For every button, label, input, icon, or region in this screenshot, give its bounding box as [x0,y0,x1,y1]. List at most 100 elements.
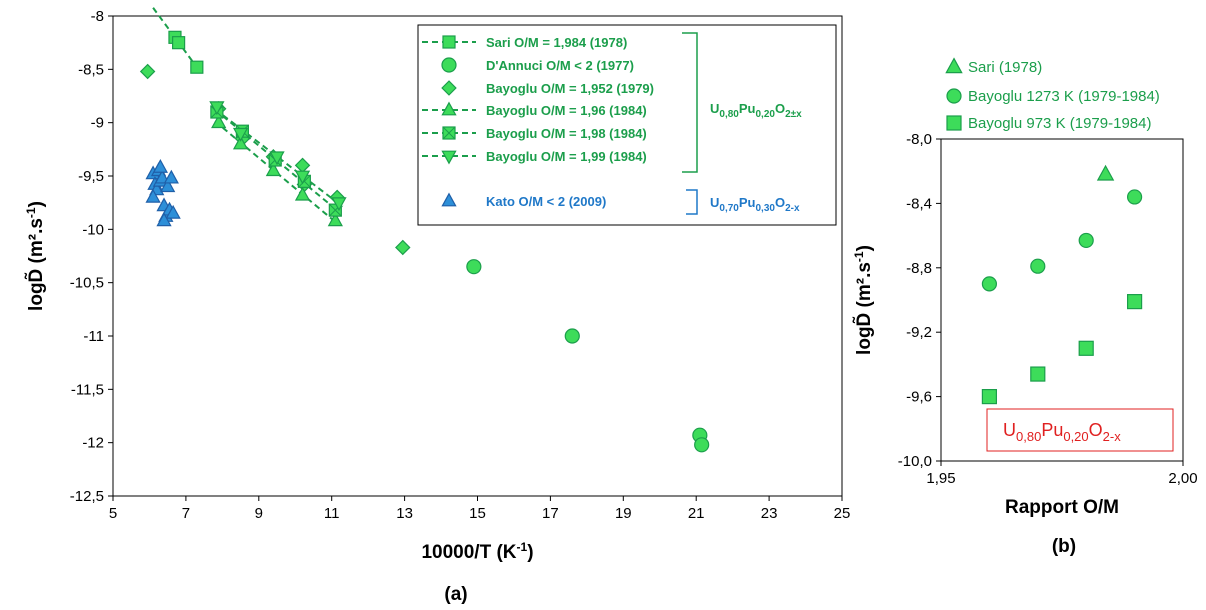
data-marks-b [981,164,1143,405]
y-tick-label-a: -12 [82,435,104,452]
legend-label-4: Bayoglu O/M = 1,98 (1984) [486,126,647,141]
legend-label-0: Sari O/M = 1,984 (1978) [486,35,627,50]
point-series-5 [269,151,285,166]
point-b-series-2 [981,389,998,405]
x-tick-label-b: 1,95 [926,470,955,487]
x-tick-label-a: 9 [255,505,263,522]
legend-b-marker-2 [946,115,962,131]
point-b-series-2 [1030,366,1046,382]
y-tick-label-a: -9,5 [78,168,104,185]
point-series-3 [232,135,249,150]
x-tick-label-a: 11 [324,505,340,522]
y-tick-label-a: -9 [91,115,104,132]
point-b-series-1 [981,276,998,292]
point-series-1 [466,259,482,275]
legend-label-2: Bayoglu O/M = 1,952 (1979) [486,81,654,96]
legend-b-label-1: Bayoglu 1273 K (1979-1984) [968,88,1160,105]
point-series-6 [152,159,168,173]
y-tick-label-b: -8,4 [906,195,932,212]
legend-label-5: Bayoglu O/M = 1,99 (1984) [486,149,647,164]
point-series-6 [145,188,161,203]
point-series-0 [190,60,204,74]
y-tick-label-b: -10,0 [898,453,932,470]
point-b-series-1 [1078,232,1094,249]
y-tick-label-b: -8,8 [906,260,932,277]
point-series-3 [327,212,343,227]
x-axis-label-b: Rapport O/M [1005,497,1119,518]
legend-b-marker-1 [946,88,962,104]
point-series-5 [331,197,347,212]
legend-label-1: D'Annuci O/M < 2 (1977) [486,58,634,73]
legend-marker-1 [441,57,457,73]
x-tick-label-a: 19 [615,505,632,522]
y-tick-label-b: -9,2 [906,324,932,341]
legend-marker-4-cross [442,126,456,140]
legend-items-a: Sari O/M = 1,984 (1978) D'Annuci O/M < 2 … [422,35,654,209]
point-series-1 [564,328,580,344]
x-tick-label-a: 13 [396,505,413,522]
y-axis-label-a: logD̃ (m².s-1) [24,201,47,311]
data-marks-a [139,30,710,453]
axis-ticks-a: 5 7 9 11 13 15 17 19 21 23 25 -8 -8,5 -9 -9,5 -10 -10,5 -… [70,8,851,522]
legend-b: Sari (1978) Bayoglu 1273 K (1979-1984) Bay… [945,57,1160,132]
bracket-green [682,32,698,173]
legend-marker-0 [442,35,456,49]
composition-label-blue: U0,70Pu0,30O2-x [710,195,800,214]
composition-box [986,408,1174,452]
point-series-2 [395,239,411,256]
y-tick-label-a: -10 [82,221,104,238]
legend-box-a [417,24,837,226]
point-series-1 [694,437,710,453]
legend-label-3: Bayoglu O/M = 1,96 (1984) [486,103,647,118]
legend-a: Sari O/M = 1,984 (1978) D'Annuci O/M < 2 … [417,24,837,226]
x-tick-label-a: 21 [688,505,705,522]
chart-b: 1,95 2,00 -8,0 -8,4 -8,8 -9,2 -9,6 -10,0 Sari (… [852,57,1198,557]
x-axis-label-a: 10000/T (K-1) [421,540,533,563]
axis-ticks-b: 1,95 2,00 -8,0 -8,4 -8,8 -9,2 -9,6 -10,0 [898,131,1198,487]
point-b-series-2 [1078,340,1094,356]
point-series-6 [154,169,170,184]
composition-label-red: U0,80Pu0,20O2-x [1003,420,1121,444]
point-series-6 [163,169,179,184]
point-series-6 [160,178,176,193]
x-tick-label-a: 23 [761,505,778,522]
legend-marker-5 [441,150,457,165]
legend-marker-6 [441,192,457,207]
point-series-3 [211,114,227,129]
point-series-6 [156,212,172,227]
fit-line-series-0 [152,7,198,68]
legend-label-6: Kato O/M < 2 (2009) [486,194,606,209]
point-series-0 [172,36,186,50]
point-series-2 [294,157,311,174]
point-series-5 [232,127,249,142]
point-series-3 [294,186,311,201]
plot-area-b [940,138,1184,462]
y-tick-label-b: -8,0 [906,131,932,148]
legend-marker-3 [441,101,457,116]
y-tick-label-a: -11,5 [71,381,104,398]
x-tick-label-b: 2,00 [1168,470,1197,487]
x-tick-label-a: 7 [182,505,190,522]
legend-b-label-2: Bayoglu 973 K (1979-1984) [968,115,1151,132]
point-series-6 [165,204,181,219]
y-tick-label-a: -12,5 [70,488,104,505]
x-tick-label-a: 15 [469,505,486,522]
y-axis-label-b: logD̃ (m².s-1) [852,245,875,355]
point-series-3 [265,162,281,177]
point-series-5 [209,101,225,116]
panel-label-b: (b) [1052,536,1076,557]
legend-marker-2 [441,80,457,96]
point-b-series-0 [1096,164,1115,181]
point-series-5 [294,170,311,185]
point-b-series-1 [1126,189,1143,205]
legend-b-label-0: Sari (1978) [968,59,1042,76]
chart-a: 5 7 9 11 13 15 17 19 21 23 25 -8 -8,5 -9 -9,5 -10 -10,5 -… [24,7,851,605]
y-tick-label-a: -8 [91,8,104,25]
x-tick-label-a: 5 [109,505,117,522]
y-tick-label-b: -9,6 [906,389,932,406]
bracket-blue [686,189,698,215]
x-tick-label-a: 17 [542,505,559,522]
x-tick-label-a: 25 [834,505,851,522]
point-series-2 [139,63,156,80]
